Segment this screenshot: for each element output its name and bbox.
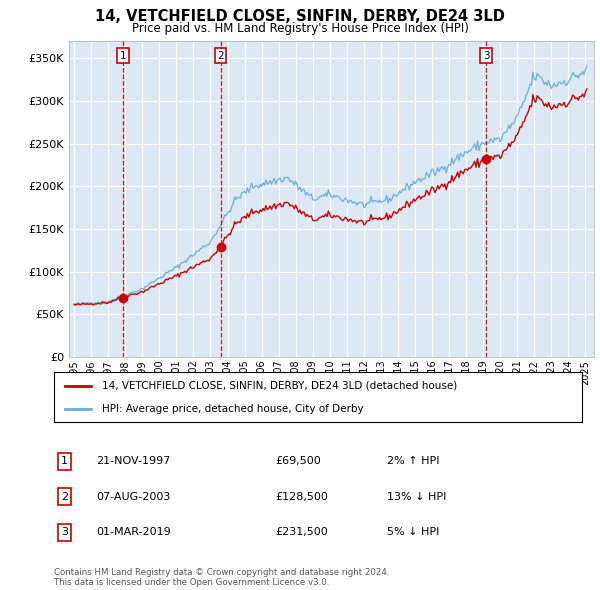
Text: 13% ↓ HPI: 13% ↓ HPI — [386, 492, 446, 502]
Text: 2: 2 — [217, 51, 224, 61]
Text: Contains HM Land Registry data © Crown copyright and database right 2024.
This d: Contains HM Land Registry data © Crown c… — [54, 568, 389, 587]
Text: 1: 1 — [120, 51, 127, 61]
Text: Price paid vs. HM Land Registry's House Price Index (HPI): Price paid vs. HM Land Registry's House … — [131, 22, 469, 35]
Text: 2% ↑ HPI: 2% ↑ HPI — [386, 457, 439, 466]
Text: HPI: Average price, detached house, City of Derby: HPI: Average price, detached house, City… — [101, 404, 363, 414]
Text: 07-AUG-2003: 07-AUG-2003 — [96, 492, 170, 502]
Text: 14, VETCHFIELD CLOSE, SINFIN, DERBY, DE24 3LD (detached house): 14, VETCHFIELD CLOSE, SINFIN, DERBY, DE2… — [101, 381, 457, 391]
Text: 3: 3 — [483, 51, 490, 61]
Text: 1: 1 — [61, 457, 68, 466]
Text: £128,500: £128,500 — [276, 492, 329, 502]
Text: £69,500: £69,500 — [276, 457, 322, 466]
Text: 3: 3 — [61, 527, 68, 537]
Text: 2: 2 — [61, 492, 68, 502]
Text: £231,500: £231,500 — [276, 527, 329, 537]
Text: 14, VETCHFIELD CLOSE, SINFIN, DERBY, DE24 3LD: 14, VETCHFIELD CLOSE, SINFIN, DERBY, DE2… — [95, 9, 505, 24]
Text: 01-MAR-2019: 01-MAR-2019 — [96, 527, 171, 537]
Text: 21-NOV-1997: 21-NOV-1997 — [96, 457, 170, 466]
Text: 5% ↓ HPI: 5% ↓ HPI — [386, 527, 439, 537]
